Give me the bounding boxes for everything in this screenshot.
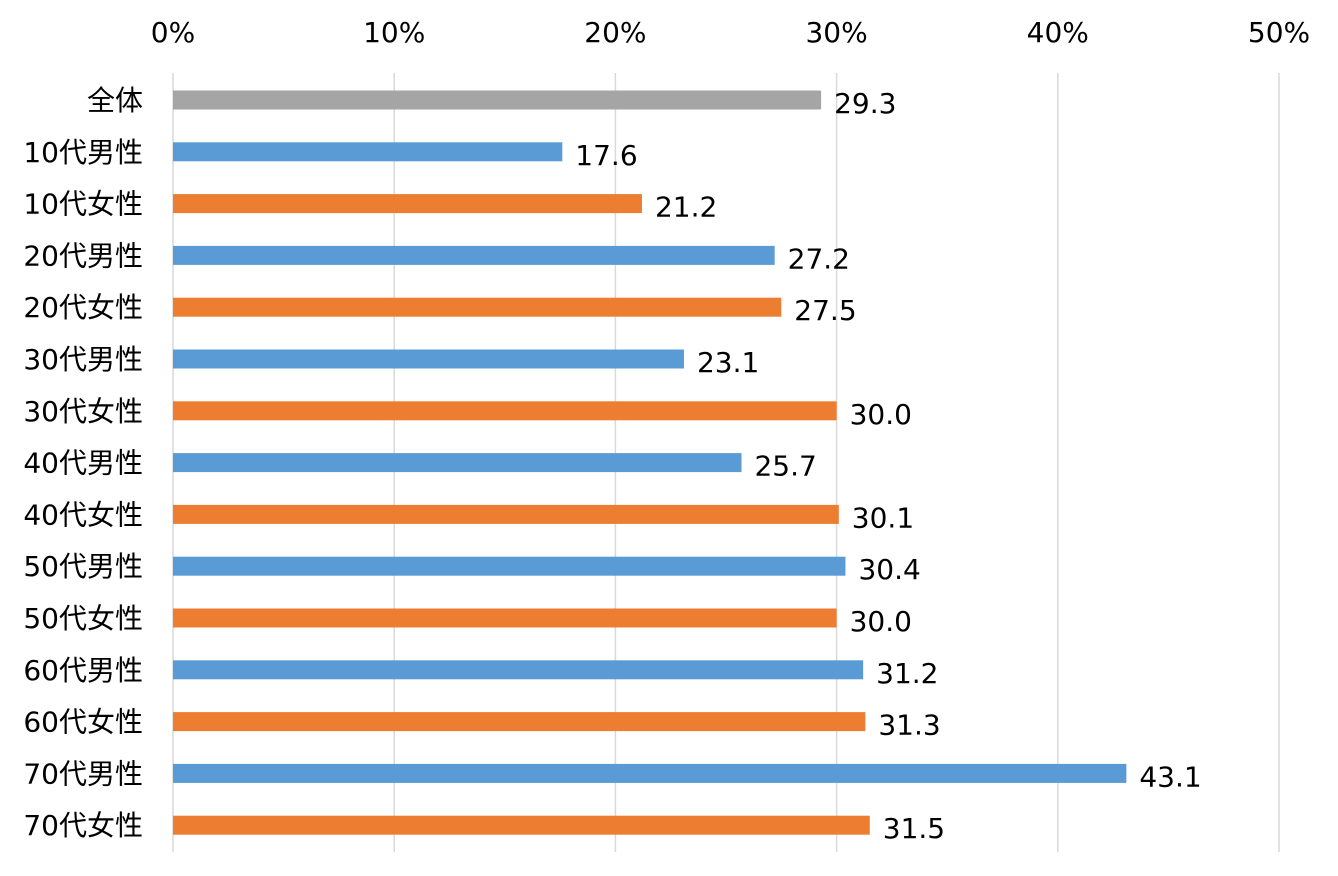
- category-label: 30代女性: [23, 395, 143, 428]
- bar: [173, 763, 1127, 783]
- x-tick-label: 10%: [363, 16, 425, 49]
- data-label: 27.2: [788, 242, 850, 275]
- category-label: 60代男性: [23, 654, 143, 687]
- bar: [173, 556, 846, 576]
- data-label: 30.4: [858, 553, 920, 586]
- data-label: 30.1: [852, 501, 914, 534]
- category-labels: 全体 10代男性 10代女性 20代男性 20代女性 30代男性 30代女性 40代男性 40代…: [23, 84, 143, 842]
- x-tick-label: 30%: [805, 16, 867, 49]
- category-label: 20代男性: [23, 239, 143, 272]
- category-label: 40代男性: [23, 447, 143, 480]
- bar: [173, 660, 864, 680]
- bar: [173, 245, 775, 265]
- bar: [173, 297, 782, 317]
- bar: [173, 608, 837, 628]
- category-label: 50代男性: [23, 550, 143, 583]
- data-label: 23.1: [697, 346, 759, 379]
- data-label: 31.5: [883, 812, 945, 845]
- category-label: 10代女性: [23, 188, 143, 221]
- value-labels: 29.3 17.6 21.2 27.2 27.5 23.1 30.0 25.7 30.1 30.4…: [575, 87, 1201, 845]
- data-label: 43.1: [1139, 760, 1201, 793]
- category-label: 30代男性: [23, 343, 143, 376]
- data-label: 31.3: [878, 709, 940, 742]
- bar: [173, 815, 870, 835]
- bar: [173, 401, 837, 421]
- bar: [173, 349, 684, 369]
- category-label: 60代女性: [23, 706, 143, 739]
- data-label: 25.7: [754, 450, 816, 483]
- x-tick-label: 40%: [1027, 16, 1089, 49]
- category-label: 全体: [87, 84, 143, 117]
- data-label: 31.2: [876, 657, 938, 690]
- data-label: 30.0: [850, 605, 912, 638]
- category-label: 20代女性: [23, 291, 143, 324]
- bar: [173, 504, 839, 524]
- category-label: 70代男性: [23, 757, 143, 790]
- x-axis-tick-labels: 0% 10% 20% 30% 40% 50%: [151, 16, 1310, 49]
- data-label: 17.6: [575, 139, 637, 172]
- x-tick-label: 50%: [1248, 16, 1310, 49]
- x-tick-label: 0%: [151, 16, 195, 49]
- category-label: 40代女性: [23, 498, 143, 531]
- bar: [173, 194, 642, 214]
- data-label: 30.0: [850, 398, 912, 431]
- bar: [173, 142, 563, 162]
- bar: [173, 453, 742, 473]
- category-label: 10代男性: [23, 136, 143, 169]
- category-label: 70代女性: [23, 809, 143, 842]
- data-label: 29.3: [834, 87, 896, 120]
- bars: [173, 90, 1127, 835]
- x-tick-label: 20%: [584, 16, 646, 49]
- bar: [173, 90, 822, 110]
- bar: [173, 712, 866, 732]
- category-label: 50代女性: [23, 602, 143, 635]
- data-label: 27.5: [794, 294, 856, 327]
- data-label: 21.2: [655, 191, 717, 224]
